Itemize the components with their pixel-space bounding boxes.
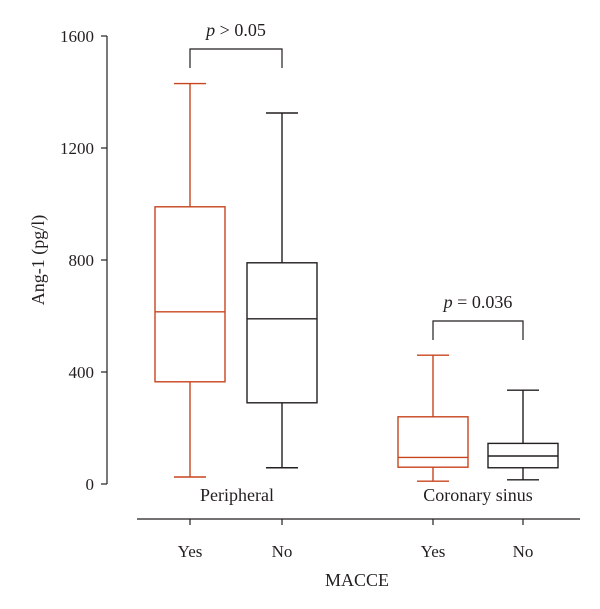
box-coronary-sinus-yes — [397, 354, 469, 482]
x-axis-ticks: Yes No Yes No — [178, 519, 534, 561]
y-tick-label: 1200 — [60, 139, 94, 158]
x-category-label: Yes — [178, 542, 203, 561]
x-category-label: No — [272, 542, 293, 561]
y-tick-label: 800 — [69, 251, 95, 270]
box-peripheral-no — [246, 112, 318, 469]
box-coronary-sinus-no — [487, 389, 559, 481]
p-symbol: p — [204, 20, 215, 40]
y-tick-label: 0 — [86, 475, 95, 494]
group-label: Peripheral — [200, 485, 274, 505]
y-axis-title: Ang-1 (pg/l) — [28, 215, 49, 305]
y-axis-ticks: 0 400 800 1200 1600 — [60, 27, 107, 494]
p-symbol: p — [442, 292, 453, 312]
x-category-label: Yes — [421, 542, 446, 561]
group-labels: Peripheral Coronary sinus — [200, 485, 533, 505]
p-value-text: = 0.036 — [453, 292, 513, 312]
iqr-box — [397, 416, 469, 468]
significance-brackets: p > 0.05p = 0.036 — [189, 20, 524, 340]
axes — [106, 36, 580, 520]
iqr-box — [246, 262, 318, 404]
p-value-label: p = 0.036 — [442, 292, 513, 312]
iqr-box — [154, 206, 226, 383]
y-tick-label: 400 — [69, 363, 95, 382]
x-axis-title: MACCE — [325, 570, 389, 590]
box-series — [154, 82, 559, 482]
significance-bracket — [432, 320, 524, 340]
box-peripheral-yes — [154, 82, 226, 478]
p-value-text: > 0.05 — [215, 20, 266, 40]
p-value-label: p > 0.05 — [204, 20, 266, 40]
group-label: Coronary sinus — [423, 485, 533, 505]
x-category-label: No — [513, 542, 534, 561]
y-tick-label: 1600 — [60, 27, 94, 46]
significance-bracket — [189, 48, 283, 68]
